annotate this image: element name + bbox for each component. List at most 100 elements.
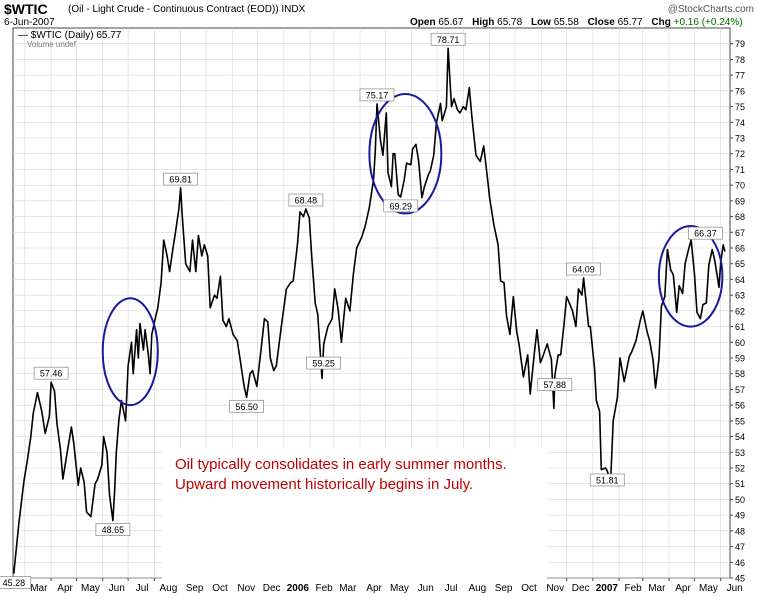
y-tick-label: 71 bbox=[735, 165, 745, 175]
x-tick-label: Aug bbox=[468, 583, 486, 594]
high-label: High bbox=[472, 17, 495, 28]
y-tick-label: 61 bbox=[735, 322, 745, 332]
y-tick-label: 76 bbox=[735, 86, 745, 96]
price-label-box bbox=[430, 32, 466, 46]
x-tick-label: May bbox=[699, 583, 718, 594]
y-tick-label: 67 bbox=[735, 228, 745, 238]
y-tick-label: 52 bbox=[735, 464, 745, 474]
change-value: +0.16 (+0.24%) bbox=[673, 17, 743, 28]
y-tick-label: 73 bbox=[735, 134, 745, 144]
change-label: Chg bbox=[651, 17, 671, 28]
x-tick-label: Apr bbox=[366, 583, 382, 594]
x-tick-label: Sep bbox=[186, 583, 204, 594]
y-tick-label: 58 bbox=[735, 369, 745, 379]
y-tick-label: 70 bbox=[735, 181, 745, 191]
price-label: 45.28 bbox=[3, 578, 26, 588]
price-label-box bbox=[688, 226, 723, 240]
x-tick-label: Dec bbox=[572, 583, 590, 594]
y-tick-label: 74 bbox=[735, 118, 745, 128]
y-tick-label: 65 bbox=[735, 259, 745, 269]
ohlc-readout: Open 65.67 High 65.78 Low 65.58 Close 65… bbox=[410, 17, 743, 28]
y-tick-label: 60 bbox=[735, 338, 745, 348]
x-tick-label: Mar bbox=[648, 583, 666, 594]
price-label: 57.46 bbox=[40, 369, 63, 379]
x-tick-label: Sep bbox=[495, 583, 513, 594]
price-label-box bbox=[306, 356, 342, 370]
y-tick-label: 59 bbox=[735, 354, 745, 364]
x-tick-label: Apr bbox=[57, 583, 73, 594]
legend-series-label: $WTIC (Daily) 65.77 bbox=[30, 30, 122, 41]
price-label-box bbox=[33, 366, 69, 380]
y-tick-label: 47 bbox=[735, 542, 745, 552]
y-tick-label: 57 bbox=[735, 385, 745, 395]
annotation-line-1: Oil typically consolidates in early summ… bbox=[175, 456, 507, 473]
low-value: 65.58 bbox=[553, 17, 579, 28]
x-tick-label: Jun bbox=[109, 583, 125, 594]
price-label-box bbox=[288, 193, 324, 207]
low-label: Low bbox=[530, 17, 551, 28]
y-tick-label: 45 bbox=[735, 574, 745, 584]
open-value: 65.67 bbox=[438, 17, 464, 28]
y-tick-label: 55 bbox=[735, 416, 745, 426]
y-tick-label: 62 bbox=[735, 306, 745, 316]
series-legend: — $WTIC (Daily) 65.77 bbox=[18, 30, 121, 41]
x-tick-label: Jul bbox=[136, 583, 149, 594]
consolidation-circle bbox=[101, 297, 159, 407]
x-tick-label: Dec bbox=[263, 583, 281, 594]
y-tick-label: 66 bbox=[735, 244, 745, 254]
x-tick-label: May bbox=[81, 583, 100, 594]
price-label-box bbox=[95, 523, 131, 536]
x-tick-label: Mar bbox=[339, 583, 357, 594]
price-label-box bbox=[229, 399, 264, 413]
x-tick-label: 2007 bbox=[596, 583, 619, 594]
close-label: Close bbox=[587, 17, 615, 28]
y-tick-label: 50 bbox=[735, 495, 745, 505]
annotation-box bbox=[162, 448, 547, 584]
price-label: 48.65 bbox=[102, 525, 125, 535]
x-tick-label: Mar bbox=[30, 583, 48, 594]
price-label: 75.17 bbox=[366, 90, 389, 100]
y-tick-label: 48 bbox=[735, 526, 745, 536]
y-tick-label: 78 bbox=[735, 55, 745, 65]
annotation-line-2: Upward movement historically begins in J… bbox=[175, 476, 474, 493]
x-tick-label: May bbox=[390, 583, 409, 594]
x-tick-label: Apr bbox=[675, 583, 691, 594]
close-value: 65.77 bbox=[617, 17, 643, 28]
y-tick-label: 75 bbox=[735, 102, 745, 112]
y-tick-label: 54 bbox=[735, 432, 745, 442]
x-tick-label: Oct bbox=[212, 583, 228, 594]
price-label: 56.50 bbox=[235, 402, 258, 412]
legend-line-icon: — bbox=[18, 30, 28, 41]
y-tick-label: 72 bbox=[735, 149, 745, 159]
price-label-box bbox=[163, 172, 198, 186]
x-tick-label: 2006 bbox=[287, 583, 310, 594]
y-tick-label: 64 bbox=[735, 275, 745, 285]
price-line bbox=[13, 47, 726, 574]
x-tick-label: Feb bbox=[624, 583, 642, 594]
x-tick-label: Aug bbox=[159, 583, 177, 594]
x-tick-label: Jun bbox=[727, 583, 743, 594]
price-label-box bbox=[0, 576, 32, 589]
y-tick-label: 46 bbox=[735, 558, 745, 568]
y-tick-label: 77 bbox=[735, 71, 745, 81]
symbol-description: (Oil - Light Crude - Continuous Contract… bbox=[68, 4, 306, 15]
x-tick-label: Nov bbox=[237, 583, 255, 594]
price-label-box bbox=[383, 199, 419, 213]
volume-legend: Volume undef bbox=[27, 40, 76, 49]
x-tick-label: Jun bbox=[418, 583, 434, 594]
price-label: 51.81 bbox=[596, 475, 619, 485]
price-label-box bbox=[359, 88, 395, 102]
consolidation-circle bbox=[657, 225, 724, 328]
x-tick-label: Feb bbox=[316, 583, 334, 594]
chart-header: $WTIC (Oil - Light Crude - Continuous Co… bbox=[0, 0, 760, 17]
price-label: 78.71 bbox=[437, 35, 460, 45]
consolidation-circle bbox=[368, 92, 443, 215]
open-label: Open bbox=[410, 17, 436, 28]
y-tick-label: 53 bbox=[735, 448, 745, 458]
x-tick-label: Jul bbox=[445, 583, 458, 594]
y-tick-label: 79 bbox=[735, 39, 745, 49]
price-label: 69.29 bbox=[389, 201, 412, 211]
y-tick-label: 56 bbox=[735, 401, 745, 411]
annotation-text: Oil typically consolidates in early summ… bbox=[175, 455, 507, 495]
price-label: 57.88 bbox=[544, 380, 567, 390]
